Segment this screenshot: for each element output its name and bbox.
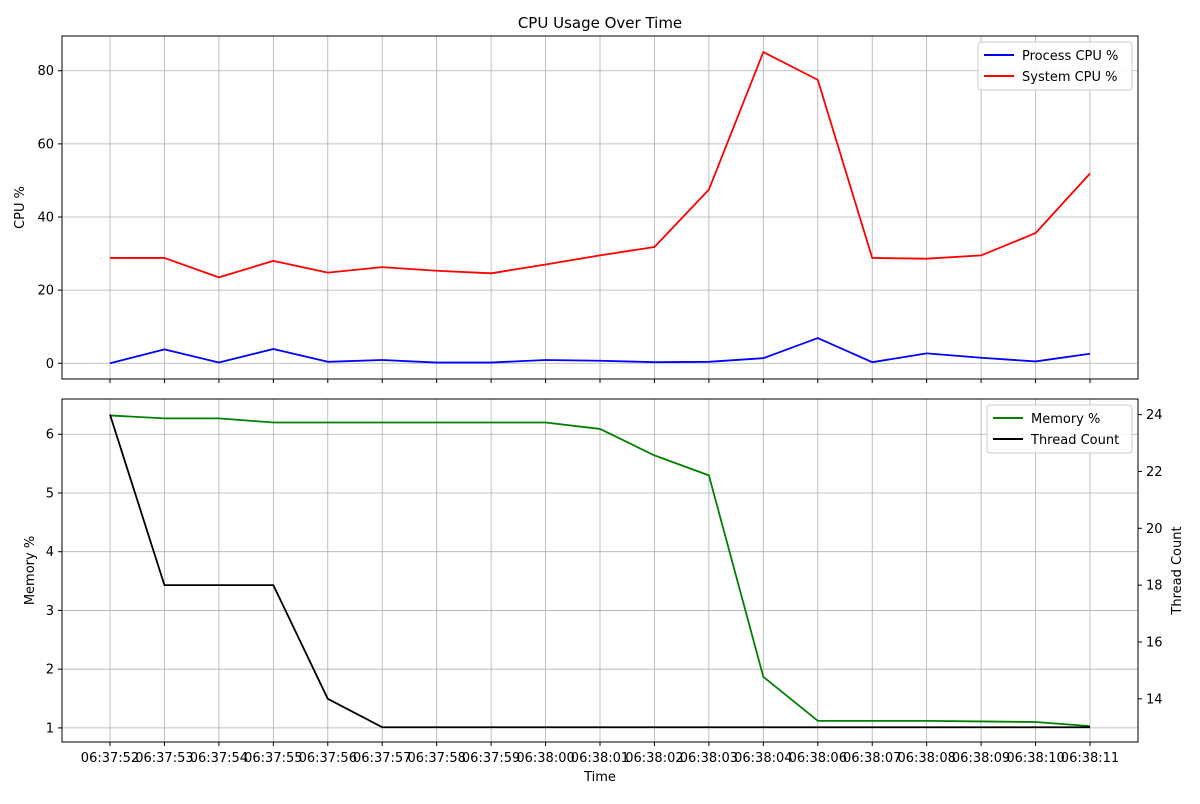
memory-series-group <box>109 414 1091 729</box>
x-tick-label: 06:38:09 <box>952 751 1010 766</box>
y-tick-label: 20 <box>37 284 54 299</box>
x-tick-label: 06:37:55 <box>244 751 302 766</box>
x-tick-label: 06:38:04 <box>734 751 792 766</box>
x-tick-label: 06:38:11 <box>1061 751 1119 766</box>
y-tick-label: 6 <box>46 428 54 443</box>
x-tick-label: 06:37:52 <box>81 751 139 766</box>
y-tick-label: 0 <box>46 357 54 372</box>
x-tick-label: 06:38:06 <box>789 751 847 766</box>
y-tick-label: 5 <box>46 486 54 501</box>
cpu-x-ticks <box>109 379 1091 383</box>
y-tick-label: 80 <box>37 64 54 79</box>
y-tick-label: 4 <box>46 545 54 560</box>
x-tick-label: 06:38:08 <box>897 751 955 766</box>
time-x-ticks: 06:37:5206:37:5306:37:5406:37:5506:37:56… <box>81 742 1119 766</box>
cpu-y-axis-label: CPU % <box>13 186 28 229</box>
x-tick-label: 06:37:59 <box>462 751 520 766</box>
y-tick-label: 1 <box>46 721 54 736</box>
right-y-tick-label: 16 <box>1146 635 1163 650</box>
legend-system-cpu-label: System CPU % <box>1022 70 1118 85</box>
y-tick-label: 40 <box>37 211 54 226</box>
right-y-tick-label: 18 <box>1146 579 1163 594</box>
right-y-tick-label: 14 <box>1146 692 1163 707</box>
x-tick-label: 06:38:02 <box>625 751 683 766</box>
memory-line <box>109 414 1091 728</box>
x-tick-label: 06:37:56 <box>299 751 357 766</box>
cpu-legend: Process CPU % System CPU % <box>977 41 1133 91</box>
cpu-usage-panel: 0 20 40 60 80 CPU Usage Over Time CPU % Proc… <box>13 14 1139 383</box>
x-tick-label: 06:38:01 <box>571 751 629 766</box>
memory-y-axis-label: Memory % <box>23 536 38 605</box>
legend-process-cpu-label: Process CPU % <box>1022 49 1118 64</box>
x-tick-label: 06:38:03 <box>680 751 738 766</box>
right-y-tick-label: 24 <box>1146 408 1163 423</box>
x-tick-label: 06:37:57 <box>353 751 411 766</box>
x-tick-label: 06:38:07 <box>843 751 901 766</box>
x-axis-label: Time <box>583 770 616 785</box>
legend-thread-count-label: Thread Count <box>1030 433 1119 448</box>
memory-legend: Memory % Thread Count <box>986 404 1133 454</box>
thread-y-axis-label: Thread Count <box>1170 526 1185 615</box>
system-cpu-line <box>110 51 1091 279</box>
memory-gridlines <box>62 399 1138 742</box>
cpu-series-group <box>109 51 1091 365</box>
thread-y-ticks: 14 16 18 20 22 24 <box>1138 408 1163 707</box>
cpu-legend-box <box>977 41 1133 91</box>
x-tick-label: 06:38:10 <box>1006 751 1064 766</box>
x-tick-label: 06:37:54 <box>190 751 248 766</box>
legend-memory-label: Memory % <box>1031 412 1100 427</box>
y-tick-label: 3 <box>46 604 54 619</box>
process-cpu-line <box>109 337 1091 365</box>
thread-count-line <box>109 414 1090 729</box>
x-tick-label: 06:37:58 <box>407 751 465 766</box>
y-tick-label: 60 <box>37 137 54 152</box>
memory-legend-box <box>986 404 1133 454</box>
x-tick-label: 06:38:00 <box>516 751 574 766</box>
right-y-tick-label: 20 <box>1146 522 1163 537</box>
y-tick-label: 2 <box>46 663 54 678</box>
right-y-tick-label: 22 <box>1146 465 1163 480</box>
cpu-y-ticks: 0 20 40 60 80 <box>37 64 62 372</box>
x-tick-label: 06:37:53 <box>135 751 193 766</box>
memory-y-ticks: 1 2 3 4 5 6 <box>46 428 62 736</box>
chart-title: CPU Usage Over Time <box>518 14 682 32</box>
cpu-gridlines <box>62 36 1138 379</box>
